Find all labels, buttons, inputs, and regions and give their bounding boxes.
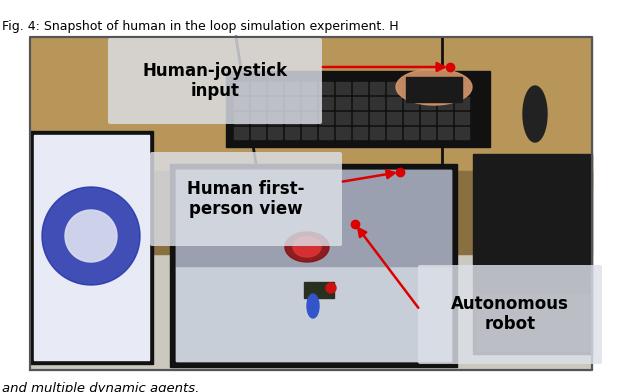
Polygon shape [404, 82, 418, 94]
Polygon shape [455, 82, 469, 94]
Polygon shape [302, 82, 316, 94]
Polygon shape [336, 97, 350, 109]
Polygon shape [404, 112, 418, 124]
Polygon shape [302, 112, 316, 124]
Polygon shape [370, 127, 384, 139]
Polygon shape [30, 171, 592, 254]
Polygon shape [523, 86, 547, 142]
Polygon shape [30, 37, 592, 187]
Polygon shape [353, 127, 367, 139]
Polygon shape [421, 82, 435, 94]
Polygon shape [353, 97, 367, 109]
Polygon shape [293, 237, 321, 257]
Polygon shape [30, 131, 153, 364]
Polygon shape [404, 127, 418, 139]
Polygon shape [176, 170, 451, 361]
Polygon shape [251, 97, 265, 109]
Polygon shape [455, 97, 469, 109]
Polygon shape [370, 97, 384, 109]
Polygon shape [319, 97, 333, 109]
Polygon shape [476, 294, 589, 351]
Polygon shape [285, 232, 329, 262]
Polygon shape [234, 112, 248, 124]
Polygon shape [251, 127, 265, 139]
Polygon shape [319, 112, 333, 124]
Polygon shape [455, 127, 469, 139]
Polygon shape [421, 112, 435, 124]
Polygon shape [234, 97, 248, 109]
Polygon shape [455, 112, 469, 124]
Text: Autonomous
robot: Autonomous robot [451, 295, 569, 334]
Polygon shape [387, 97, 401, 109]
Polygon shape [438, 82, 452, 94]
Polygon shape [302, 127, 316, 139]
Polygon shape [396, 69, 472, 105]
Polygon shape [304, 282, 334, 298]
Polygon shape [387, 112, 401, 124]
FancyBboxPatch shape [108, 38, 322, 124]
Polygon shape [285, 112, 299, 124]
Polygon shape [319, 82, 333, 94]
Polygon shape [268, 82, 282, 94]
Polygon shape [473, 154, 592, 354]
Polygon shape [307, 294, 319, 318]
Text: and multiple dynamic agents.: and multiple dynamic agents. [2, 382, 199, 392]
Polygon shape [387, 127, 401, 139]
Polygon shape [353, 82, 367, 94]
Polygon shape [336, 82, 350, 94]
Polygon shape [370, 112, 384, 124]
Polygon shape [421, 97, 435, 109]
FancyBboxPatch shape [418, 265, 602, 364]
Polygon shape [268, 112, 282, 124]
Polygon shape [30, 254, 592, 370]
Polygon shape [268, 97, 282, 109]
Polygon shape [406, 77, 462, 102]
Polygon shape [438, 112, 452, 124]
Polygon shape [336, 112, 350, 124]
Polygon shape [251, 82, 265, 94]
Polygon shape [404, 97, 418, 109]
Polygon shape [34, 135, 149, 360]
Polygon shape [285, 97, 299, 109]
Polygon shape [285, 127, 299, 139]
Polygon shape [319, 127, 333, 139]
Polygon shape [387, 82, 401, 94]
Polygon shape [268, 127, 282, 139]
Polygon shape [234, 127, 248, 139]
Polygon shape [438, 127, 452, 139]
Polygon shape [234, 82, 248, 94]
Polygon shape [251, 112, 265, 124]
Polygon shape [336, 127, 350, 139]
Polygon shape [326, 283, 336, 293]
Polygon shape [176, 266, 451, 361]
Polygon shape [370, 82, 384, 94]
FancyBboxPatch shape [150, 152, 342, 246]
Polygon shape [170, 164, 457, 367]
Polygon shape [438, 97, 452, 109]
Polygon shape [285, 82, 299, 94]
Polygon shape [421, 127, 435, 139]
Polygon shape [42, 187, 140, 285]
Polygon shape [226, 71, 490, 147]
Polygon shape [176, 170, 451, 266]
Text: Human-joystick
input: Human-joystick input [143, 62, 288, 100]
Text: Fig. 4: Snapshot of human in the loop simulation experiment. H: Fig. 4: Snapshot of human in the loop si… [2, 20, 399, 33]
Polygon shape [353, 112, 367, 124]
Polygon shape [302, 97, 316, 109]
Text: Human first-
person view: Human first- person view [187, 180, 305, 218]
Polygon shape [65, 210, 117, 262]
